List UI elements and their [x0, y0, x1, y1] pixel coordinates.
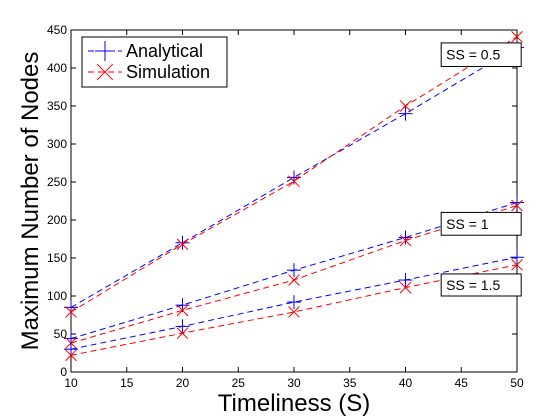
data-point — [287, 295, 301, 310]
y-axis-title: Maximum Number of Nodes — [17, 52, 44, 351]
data-point-d2 — [176, 304, 189, 317]
series-simulation-5 — [65, 259, 523, 362]
data-point-d2 — [288, 175, 300, 188]
x-tick-label: 50 — [510, 376, 524, 390]
x-tick-label: 20 — [176, 376, 190, 390]
y-tick-label: 400 — [47, 61, 67, 75]
y-tick-label: 0 — [60, 365, 67, 379]
annotation-label: SS = 0.5 — [446, 47, 500, 63]
x-tick-label: 40 — [399, 376, 413, 390]
data-point-d2 — [511, 259, 523, 271]
data-point-d2 — [176, 327, 189, 340]
legend-entry-analytical: Analytical — [88, 41, 203, 61]
x-tick-label: 30 — [287, 376, 301, 390]
x-tick-label: 45 — [455, 376, 469, 390]
y-tick-label: 300 — [47, 137, 67, 151]
data-point — [176, 238, 189, 251]
data-point-d2 — [399, 281, 412, 294]
data-point — [288, 274, 300, 286]
y-tick-label: 350 — [47, 99, 67, 113]
annotation-frame — [440, 42, 522, 67]
data-point — [175, 235, 190, 250]
y-tick-label: 150 — [47, 251, 67, 265]
data-point-d2 — [176, 238, 189, 251]
legend-marker — [95, 41, 115, 61]
data-point-d2 — [65, 306, 77, 318]
series-simulation-1 — [65, 31, 523, 318]
y-tick-label: 450 — [47, 23, 67, 37]
annotation-label: SS = 1.5 — [446, 277, 500, 293]
annotation-box: SS = 0.5 — [440, 42, 522, 67]
annotation-layer: SS = 0.5 SS = 1 SS = 1.5 — [440, 42, 522, 297]
data-point — [65, 349, 77, 362]
data-point — [511, 31, 523, 43]
y-tick-label: 250 — [47, 175, 67, 189]
legend-marker-d2 — [96, 63, 114, 81]
data-point — [175, 319, 190, 334]
data-point — [399, 281, 412, 294]
y-tick-label: 100 — [47, 289, 67, 303]
legend-label: Simulation — [126, 62, 210, 82]
data-point — [287, 263, 301, 278]
data-point-d2 — [511, 199, 523, 212]
x-axis-title: Timeliness (S) — [218, 390, 370, 417]
data-point-d2 — [288, 274, 300, 286]
y-axis: 0 50 100 150 200 250 300 350 400 450 — [47, 23, 517, 379]
data-point — [511, 199, 523, 212]
data-point — [287, 170, 301, 185]
data-point — [64, 342, 78, 357]
data-point — [511, 259, 523, 271]
annotation-frame — [440, 211, 522, 236]
annotation-label: SS = 1 — [446, 216, 489, 232]
series-simulation-3 — [65, 199, 523, 349]
x-axis: 10 15 20 25 30 35 40 45 50 — [64, 30, 524, 390]
data-point — [510, 195, 524, 210]
data-point — [399, 234, 412, 247]
data-point-d2 — [399, 100, 412, 112]
legend-marker — [96, 63, 114, 81]
data-point — [399, 100, 412, 112]
series-line — [70, 264, 518, 356]
x-tick-label: 25 — [232, 376, 246, 390]
x-tick-label: 10 — [64, 376, 78, 390]
data-point — [65, 306, 77, 318]
legend-box — [81, 36, 228, 88]
series-line — [70, 47, 518, 308]
series-line — [70, 256, 518, 350]
data-point — [176, 304, 189, 317]
annotation-box: SS = 1 — [440, 211, 522, 236]
data-point — [288, 175, 300, 188]
annotation-box: SS = 1.5 — [440, 273, 522, 297]
data-point-d2 — [288, 306, 300, 318]
series-layer — [64, 31, 524, 362]
data-point — [398, 273, 413, 288]
data-point — [510, 250, 524, 265]
y-tick-label: 50 — [54, 327, 68, 341]
x-tick-label: 35 — [343, 376, 357, 390]
legend-entry-simulation: Simulation — [88, 62, 210, 82]
annotation-frame — [440, 273, 522, 297]
data-point-d2 — [65, 349, 77, 362]
legend-label: Analytical — [126, 41, 203, 61]
data-point — [398, 230, 413, 245]
data-point — [176, 327, 189, 340]
series-analytical-4 — [64, 250, 524, 357]
x-tick-label: 15 — [120, 376, 134, 390]
data-point-d2 — [511, 31, 523, 43]
data-point — [398, 106, 413, 121]
y-tick-label: 200 — [47, 213, 67, 227]
data-point — [288, 306, 300, 318]
data-point-d2 — [399, 234, 412, 247]
